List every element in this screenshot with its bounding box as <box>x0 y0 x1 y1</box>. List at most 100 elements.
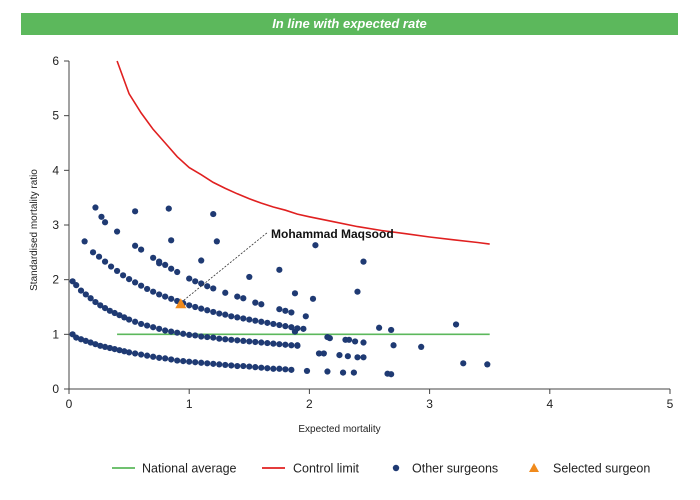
other-surgeon-point <box>204 283 211 290</box>
control-limit-line <box>116 60 490 245</box>
x-tick-label: 2 <box>306 397 313 411</box>
other-surgeon-point <box>204 333 211 341</box>
other-surgeon-point <box>156 260 163 267</box>
other-surgeon-point <box>240 295 247 302</box>
selected-surgeon-annotation: Mohammad Maqsood <box>271 227 394 241</box>
other-surgeon-point <box>302 313 309 320</box>
other-surgeon-point <box>186 358 193 365</box>
other-surgeon-point <box>282 307 289 314</box>
other-surgeon-point <box>106 344 113 352</box>
other-surgeon-point <box>150 353 157 360</box>
other-surgeon-point <box>98 213 105 220</box>
other-surgeon-point <box>258 364 265 371</box>
other-surgeon-point <box>186 331 193 338</box>
other-surgeon-point <box>77 336 85 343</box>
other-surgeon-point <box>92 341 99 348</box>
other-surgeon-point <box>324 368 331 375</box>
other-surgeon-point <box>452 321 460 328</box>
other-surgeon-point <box>246 363 253 370</box>
other-surgeon-point <box>138 246 145 253</box>
other-surgeon-point <box>264 365 271 372</box>
y-axis-label: Standardised mortality ratio <box>29 169 40 291</box>
other-surgeon-point <box>291 290 299 297</box>
other-surgeon-point <box>113 228 121 235</box>
other-surgeon-point <box>258 301 265 308</box>
other-surgeon-point <box>234 362 241 370</box>
other-surgeon-point <box>258 318 265 325</box>
other-surgeon-point <box>132 318 139 325</box>
other-surgeon-point <box>150 254 157 261</box>
other-surgeon-point <box>106 307 113 314</box>
other-surgeon-point <box>82 291 89 298</box>
other-surgeon-point <box>460 360 467 367</box>
y-tick-label: 2 <box>52 273 59 287</box>
other-surgeon-point <box>111 345 118 353</box>
other-surgeon-point <box>282 323 289 330</box>
y-tick-label: 0 <box>52 382 59 396</box>
other-surgeon-point <box>132 279 139 286</box>
other-surgeon-point <box>126 276 133 283</box>
other-surgeon-point <box>210 210 217 218</box>
other-surgeon-point <box>210 334 217 341</box>
x-tick-label: 0 <box>66 397 73 411</box>
other-surgeon-point <box>156 291 163 298</box>
other-surgeon-point <box>119 272 127 279</box>
other-surgeon-point <box>252 364 259 371</box>
other-surgeon-point <box>168 265 175 272</box>
other-surgeon-point <box>162 293 169 300</box>
other-surgeon-point <box>246 316 253 323</box>
other-surgeon-point <box>418 343 425 351</box>
other-surgeon-point <box>360 354 367 361</box>
x-axis-label: Expected mortality <box>298 424 380 435</box>
other-surgeon-point <box>270 340 277 347</box>
other-surgeon-point <box>165 205 172 212</box>
axes <box>68 61 670 390</box>
y-tick-label: 4 <box>52 163 59 177</box>
other-surgeon-point <box>132 350 139 357</box>
other-surgeon-point <box>138 320 145 328</box>
other-surgeon-point <box>168 356 175 363</box>
other-surgeon-point <box>282 341 289 348</box>
other-surgeon-point <box>246 273 253 281</box>
other-surgeon-point <box>156 354 163 361</box>
other-surgeon-point <box>276 341 283 348</box>
other-surgeon-point <box>222 289 229 296</box>
other-surgeon-point <box>192 303 199 311</box>
other-surgeon-point <box>101 219 109 226</box>
other-surgeon-point <box>121 314 128 321</box>
other-surgeon-point <box>234 293 241 300</box>
other-surgeon-point <box>198 257 205 264</box>
other-surgeon-point <box>282 366 289 373</box>
other-surgeon-point <box>116 347 123 354</box>
other-surgeon-point <box>300 325 307 332</box>
other-surgeon-point <box>288 324 295 331</box>
other-surgeon-point <box>144 352 151 359</box>
other-surgeon-point <box>240 315 247 322</box>
legend-label: Selected surgeon <box>553 462 650 476</box>
other-surgeon-point <box>339 369 347 376</box>
other-surgeon-point <box>174 357 181 364</box>
other-surgeon-point <box>144 322 151 329</box>
other-surgeon-point <box>198 333 205 340</box>
other-surgeon-point <box>156 325 163 332</box>
other-surgeon-point <box>222 336 229 343</box>
other-surgeon-point <box>162 261 169 269</box>
other-surgeon-point <box>312 242 319 249</box>
x-tick-label: 5 <box>667 397 674 411</box>
other-surgeon-point <box>258 339 265 346</box>
other-surgeon-point <box>82 337 89 344</box>
other-surgeon-point <box>270 365 277 372</box>
other-surgeon-point <box>77 287 85 294</box>
other-surgeon-point <box>222 311 229 318</box>
other-surgeon-point <box>252 317 259 324</box>
other-surgeon-point <box>350 369 357 376</box>
other-surgeon-point <box>216 310 223 317</box>
other-surgeon-point <box>198 280 205 287</box>
other-surgeon-point <box>276 266 283 273</box>
other-surgeon-point <box>198 305 205 312</box>
other-surgeon-point <box>309 295 317 302</box>
other-surgeon-point <box>303 367 311 375</box>
other-surgeon-point <box>228 313 235 320</box>
other-surgeon-point <box>210 285 217 292</box>
other-surgeon-point <box>234 337 241 344</box>
